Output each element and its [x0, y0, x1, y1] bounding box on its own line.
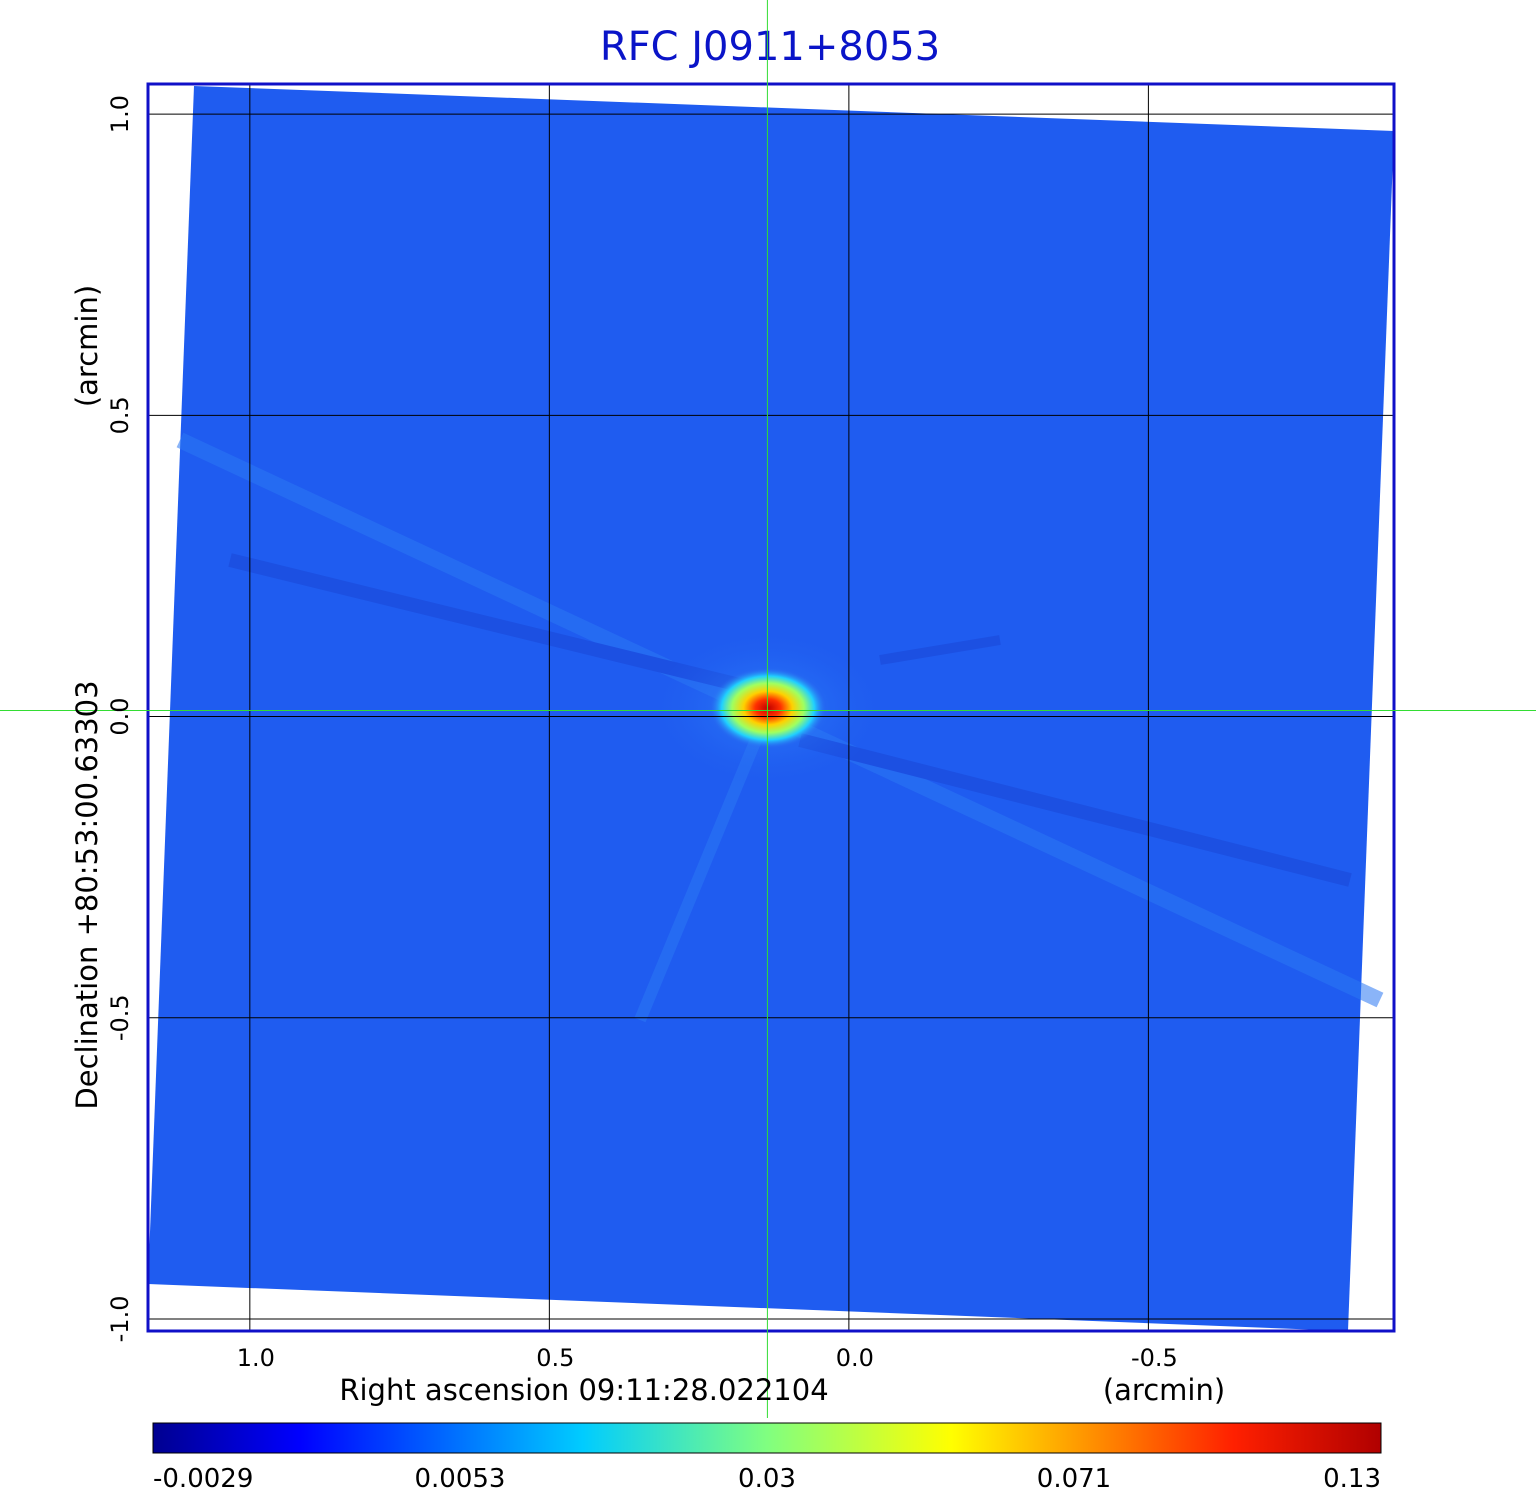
- colorbar-tick-label: 0.071: [1037, 1464, 1111, 1494]
- colorbar-tick-label: 0.13: [1323, 1464, 1381, 1494]
- plot-frame: [146, 82, 1396, 1333]
- x-axis-unit: (arcmin): [1103, 1373, 1225, 1407]
- crosshair: [0, 0, 1536, 1418]
- y-tick-label: -1.0: [106, 1296, 134, 1343]
- y-tick-label: 0.5: [106, 396, 134, 434]
- colorbar-tick-label: -0.0029: [153, 1464, 253, 1494]
- colorbar: [152, 1422, 1382, 1454]
- y-axis-unit: (arcmin): [70, 285, 104, 407]
- chart-title: RFC J0911+8053: [600, 24, 940, 70]
- colorbar-tick-label: 0.0053: [415, 1464, 506, 1494]
- y-tick-label: -0.5: [106, 994, 134, 1041]
- x-tick-label: 1.0: [237, 1344, 275, 1372]
- colorbar-tick-label: 0.03: [738, 1464, 796, 1494]
- colorbar-tick-labels: -0.0029 0.0053 0.03 0.071 0.13: [153, 1464, 1381, 1494]
- x-tick-labels: 1.0 0.5 0.0 -0.5: [237, 1344, 1178, 1372]
- source-peak: [710, 668, 826, 748]
- x-axis-label: Right ascension 09:11:28.022104: [339, 1373, 828, 1407]
- y-axis-label: Declination +80:53:00.63303: [70, 680, 104, 1109]
- plot-area: [148, 84, 1394, 1331]
- x-tick-label: -0.5: [1131, 1344, 1178, 1372]
- y-tick-labels: 1.0 0.5 0.0 -0.5 -1.0: [106, 95, 134, 1342]
- coordinate-grid: [148, 84, 1394, 1331]
- y-tick-label: 0.0: [106, 697, 134, 735]
- x-tick-label: 0.0: [836, 1344, 874, 1372]
- x-tick-label: 0.5: [536, 1344, 574, 1372]
- y-tick-label: 1.0: [106, 95, 134, 133]
